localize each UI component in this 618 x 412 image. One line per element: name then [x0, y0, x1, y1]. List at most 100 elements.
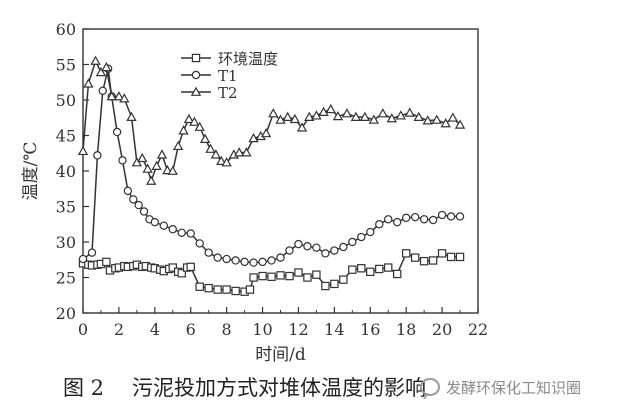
y-tick-label: 55 — [56, 56, 76, 75]
data-point — [231, 256, 240, 265]
data-point — [204, 248, 213, 257]
data-point — [113, 91, 125, 101]
data-point — [221, 157, 232, 167]
legend-label: T1 — [218, 67, 238, 85]
x-axis-label: 时间/d — [255, 345, 306, 365]
x-tick-label: 12 — [288, 320, 308, 339]
legend-entry: T1 — [181, 67, 238, 85]
data-point — [321, 281, 330, 291]
figure-number: 图 2 — [63, 376, 105, 400]
data-point — [330, 279, 339, 289]
data-point — [311, 110, 322, 120]
x-tick-label: 22 — [468, 320, 488, 339]
data-point — [454, 119, 466, 129]
data-point — [377, 108, 389, 118]
series-3 — [77, 55, 466, 185]
data-point — [366, 227, 375, 237]
data-point — [177, 228, 186, 237]
y-tick-label: 40 — [56, 162, 76, 181]
data-point — [384, 263, 393, 272]
data-point — [118, 156, 127, 165]
y-tick-label: 20 — [56, 304, 76, 323]
data-point — [168, 263, 177, 272]
data-point — [119, 93, 130, 103]
data-point — [455, 212, 465, 221]
legend-label: 环境温度 — [218, 50, 278, 68]
data-point — [446, 212, 456, 221]
x-tick-label: 8 — [222, 320, 232, 339]
data-point — [359, 111, 371, 121]
data-point — [455, 252, 465, 262]
data-point — [199, 133, 211, 143]
data-point — [249, 258, 258, 267]
y-axis-label: 温度/℃ — [21, 142, 41, 201]
data-point — [78, 254, 88, 264]
data-point — [437, 249, 447, 258]
data-point — [210, 149, 222, 159]
data-point — [186, 262, 195, 272]
data-point — [87, 248, 97, 257]
data-point — [304, 111, 315, 121]
legend-marker — [190, 86, 202, 96]
data-point — [178, 125, 189, 135]
data-point — [341, 108, 353, 118]
data-point — [393, 269, 402, 279]
y-tick-label: 25 — [56, 269, 76, 288]
data-point — [296, 122, 308, 132]
x-tick-label: 16 — [360, 320, 380, 339]
data-point — [366, 267, 375, 277]
data-point — [260, 127, 272, 138]
y-tick-label: 45 — [56, 127, 76, 146]
legend-entry: 环境温度 — [181, 50, 278, 68]
data-point — [447, 112, 459, 122]
data-point — [413, 111, 424, 121]
data-point — [134, 200, 143, 210]
data-point — [395, 110, 406, 120]
data-point — [90, 55, 101, 65]
data-point — [318, 106, 329, 116]
data-point — [267, 272, 276, 281]
data-point — [194, 121, 205, 131]
x-tick-label: 6 — [186, 320, 196, 339]
data-point — [248, 132, 259, 143]
x-tick-label: 0 — [78, 320, 88, 339]
x-tick-label: 20 — [432, 320, 452, 339]
legend-label: T2 — [218, 84, 238, 102]
data-point — [216, 155, 227, 165]
data-point — [204, 283, 213, 293]
data-point — [294, 239, 303, 249]
data-point — [384, 215, 393, 224]
legend-entry: T2 — [181, 84, 238, 102]
data-point — [267, 256, 276, 265]
data-point — [348, 265, 357, 274]
data-point — [258, 271, 267, 281]
data-point — [446, 252, 456, 262]
data-point — [339, 242, 348, 252]
y-tick-label: 50 — [56, 91, 76, 110]
data-point — [289, 113, 301, 124]
wechat-icon — [420, 378, 440, 396]
data-point — [129, 195, 138, 204]
data-point — [275, 114, 286, 124]
data-point — [101, 61, 112, 72]
data-point — [325, 103, 336, 114]
data-point — [195, 239, 204, 248]
legend-marker — [191, 70, 201, 80]
data-point — [332, 110, 344, 121]
data-point — [410, 212, 420, 222]
data-point — [241, 147, 252, 157]
data-point — [437, 210, 447, 220]
data-point — [375, 220, 384, 229]
data-point — [312, 270, 321, 279]
data-point — [285, 246, 294, 255]
x-tick-label: 18 — [396, 320, 416, 339]
data-point — [126, 111, 137, 121]
data-point — [303, 242, 312, 251]
data-point — [168, 225, 177, 234]
data-point — [150, 217, 160, 227]
data-point — [139, 207, 149, 216]
data-point — [285, 271, 294, 281]
data-point — [142, 163, 153, 173]
